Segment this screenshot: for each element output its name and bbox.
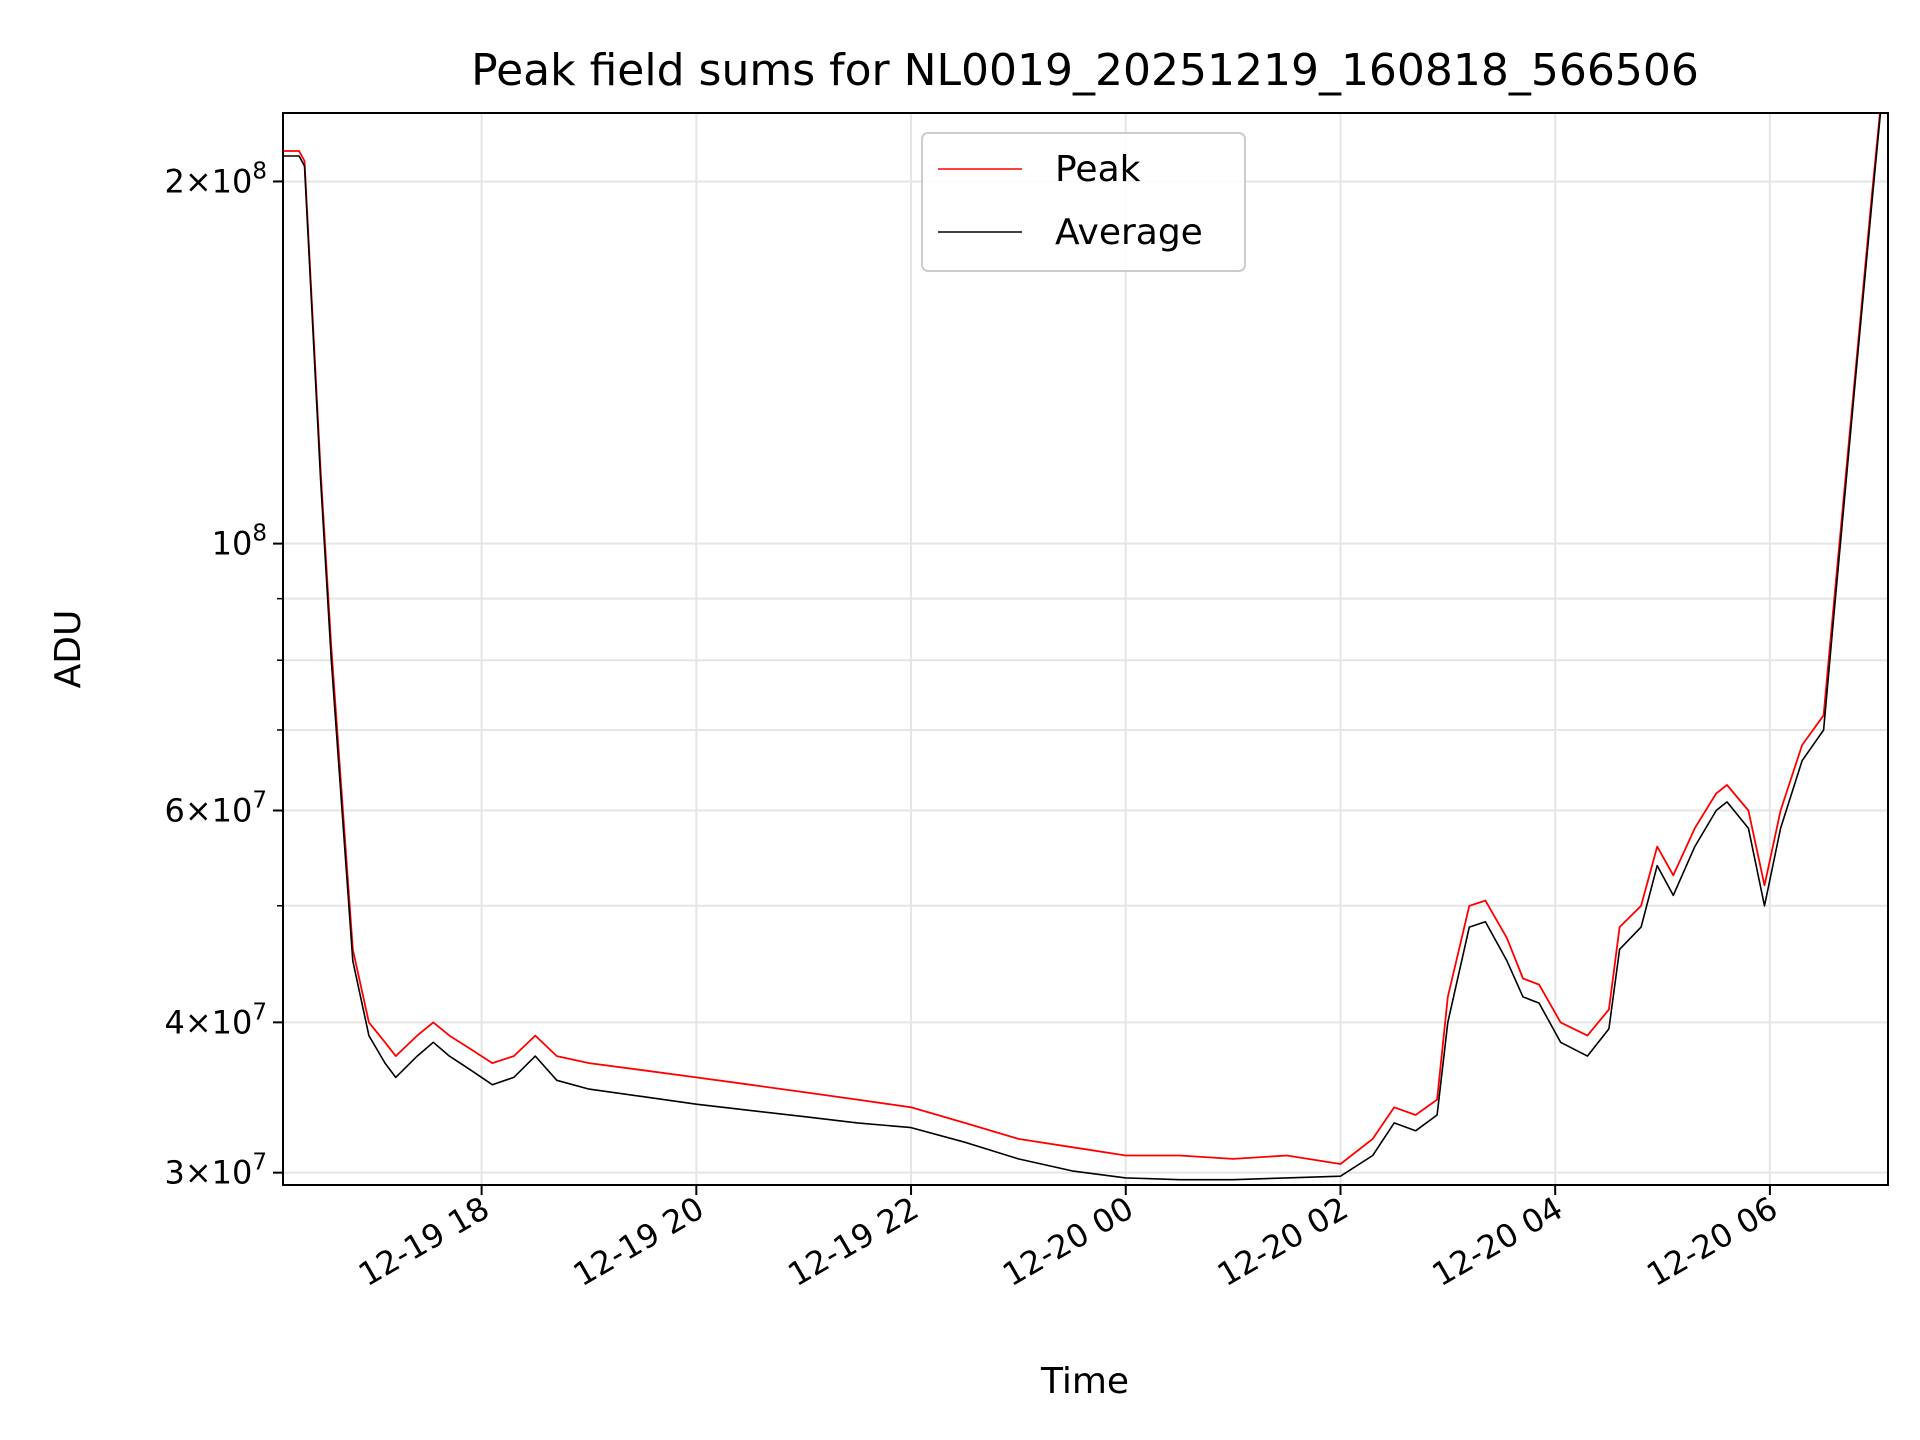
series-layer	[283, 113, 1882, 1181]
x-tick-label: 12-19 22	[781, 1189, 925, 1294]
legend-average-label: Average	[1055, 212, 1203, 253]
x-tick-label: 12-20 00	[996, 1189, 1140, 1294]
x-tick-label: 12-19 20	[567, 1189, 711, 1294]
y-axis: 3×107 4×107 6×107 108 2×108	[164, 158, 283, 1192]
y-tick-label: 2×108	[164, 158, 267, 200]
legend-box	[921, 132, 1246, 272]
x-axis: 12-19 18 12-19 20 12-19 22 12-20 00 12-20 02…	[352, 1185, 1784, 1294]
plot-frame	[282, 112, 1889, 1186]
x-tick-label: 12-20 04	[1426, 1189, 1570, 1294]
grid-layer	[283, 113, 1888, 1185]
x-tick-label: 12-20 02	[1211, 1189, 1355, 1294]
y-tick-label: 3×107	[164, 1150, 267, 1192]
y-tick-label: 6×107	[164, 788, 267, 830]
x-axis-label: Time	[1040, 1361, 1129, 1402]
y-axis-label: ADU	[48, 610, 89, 689]
series-line-peak	[283, 113, 1881, 1165]
y-tick-label: 108	[212, 521, 267, 563]
legend-peak-label: Peak	[1055, 149, 1141, 190]
x-tick-label: 12-19 18	[352, 1189, 496, 1294]
legend: Peak Average	[921, 132, 1246, 272]
x-tick-label: 12-20 06	[1640, 1189, 1784, 1294]
chart-title: Peak field sums for NL0019_20251219_1608…	[471, 45, 1699, 96]
series-line-average	[283, 113, 1882, 1181]
y-tick-label: 4×107	[164, 999, 267, 1041]
